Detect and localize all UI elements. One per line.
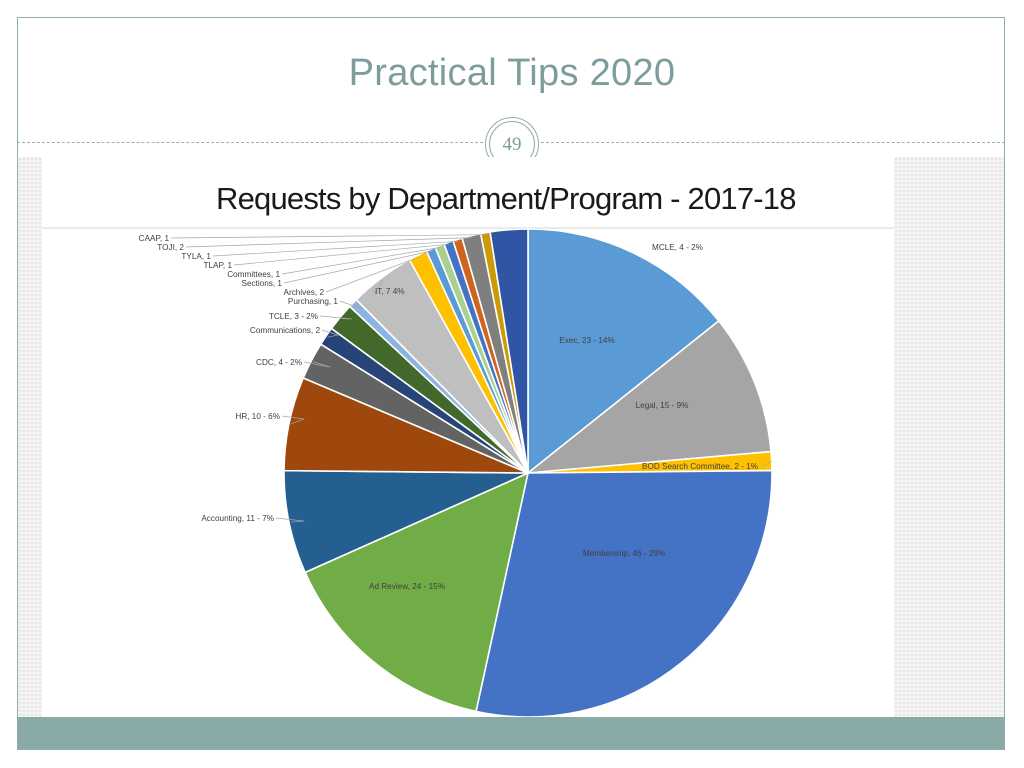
pie-slice-label: TYLA, 1 [181,252,211,261]
pie-leader-line [281,415,305,425]
pie-leader-line [275,517,305,523]
pie-leader-line [319,315,353,320]
pie-leader-line [321,329,340,338]
slide-title: Practical Tips 2020 [348,52,676,94]
pie-slice-label: Purchasing, 1 [288,297,339,306]
texture-panel-left [18,157,42,717]
pie-slice-label: Archives, 2 [284,288,325,297]
pie-leader-line [233,243,450,266]
pie-slice-label: Exec, 23 - 14% [559,336,615,345]
pie-slice-label: Committees, 1 [227,270,280,279]
pie-slice-label: CDC, 4 - 2% [256,358,302,367]
pie-slice [304,471,530,713]
texture-panel-right [894,157,1004,717]
pie-leader-line [185,237,472,248]
pie-labels: Exec, 23 - 14% Legal, 15 - 9% BOD Search C… [139,234,758,591]
pie-slice-label: TOJI, 2 [157,243,184,252]
chart-title: Requests by Department/Program - 2017-18 [216,181,796,216]
pie-slice-label: IT, 7 4% [375,287,405,296]
pie-leader-line [283,250,432,284]
pie-slice-label: Legal, 15 - 9% [636,401,689,410]
pie-slice [525,319,772,475]
page-number: 49 [502,134,522,155]
pie-slice [283,469,529,574]
title-divider-right [541,142,1005,143]
pie-slice-label: Ad Review, 24 - 15% [369,582,445,591]
pie-leader-line [339,300,363,310]
pie-slice-label: TCLE, 3 - 2% [269,312,318,321]
pie-leader-line [281,247,441,275]
footer-band [18,717,1004,749]
pie-slice [489,228,529,474]
pie-slice [475,469,773,717]
pie-leader-line [372,279,384,295]
pie-leader-line [325,256,419,293]
pie-slice-label: Membership, 46 - 29% [583,549,665,558]
pie-leader-line [170,234,486,239]
pie-leader-lines [170,234,772,523]
pie-slice-label: HR, 10 - 6% [235,412,280,421]
pie-leader-line [761,460,772,468]
pie-chart: Requests by Department/Program - 2017-18… [42,157,894,717]
pie-slice [527,228,720,475]
pie-slices [283,228,773,717]
pie-slice-label: TLAP, 1 [203,261,232,270]
pie-slice-label: Accounting, 11 - 7% [201,514,274,523]
pie-slice-label: MCLE, 4 - 2% [652,243,703,252]
pie-chart-svg: Requests by Department/Program - 2017-18… [42,181,894,717]
pie-leader-line [212,240,459,257]
pie-slice-label: Sections, 1 [241,279,282,288]
pie-slice-label: CAAP, 1 [139,234,170,243]
title-divider-left [17,142,483,143]
pie-slice-label: Communications, 2 [250,326,321,335]
pie-slice-label: BOD Search Committee, 2 - 1% [642,462,758,471]
pie-leader-line [303,361,331,368]
